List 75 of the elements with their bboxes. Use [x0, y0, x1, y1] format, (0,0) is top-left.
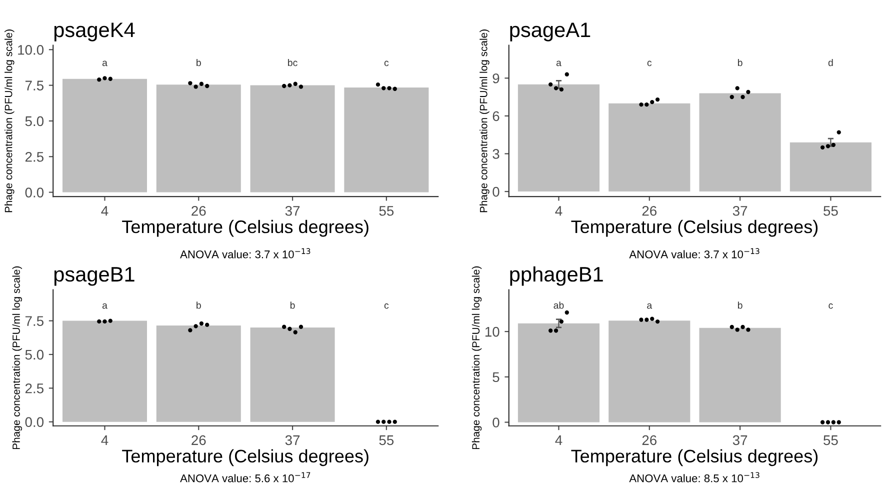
x-tick-label: 55: [824, 206, 838, 216]
y-tick-label: 5.0: [25, 116, 44, 126]
bar: [790, 142, 872, 192]
x-tick-label: 26: [192, 435, 206, 446]
y-tick-label: 2.5: [25, 383, 44, 394]
y-tick-label: 0.0: [25, 188, 44, 198]
y-tick-label: 2.5: [25, 152, 44, 162]
annotation: a: [102, 60, 108, 66]
x-tick-label: 37: [732, 206, 748, 216]
bar: [250, 85, 335, 192]
annotation: c: [384, 60, 389, 66]
y-tick-label: 0.0: [25, 417, 44, 428]
y-tick-label: 5: [492, 372, 500, 382]
x-tick-label: 4: [101, 435, 108, 445]
y-tick-label: 7.5: [25, 80, 44, 90]
annotation: c: [647, 60, 652, 66]
x-tick-label: 37: [285, 206, 300, 216]
annotation: b: [738, 302, 742, 309]
y-axis-title: Phage concentration (PFU/ml log scale): [472, 266, 482, 450]
y-tick-label: 6: [492, 111, 500, 122]
bar: [608, 103, 690, 192]
y-axis-title: Phage concentration (PFU/ml log scale): [4, 30, 14, 212]
text: ANOVA value: 8.5 x 10$^{−13}$: [629, 472, 760, 482]
annotation: b: [196, 302, 201, 309]
chart-title: pphageB1: [510, 266, 603, 286]
y-tick-label: 7.5: [25, 316, 44, 326]
x-tick-label: 55: [379, 435, 394, 446]
annotation: b: [290, 302, 295, 309]
x-tick-label: 26: [642, 435, 657, 446]
chart-title: psageB1: [54, 267, 134, 286]
x-tick-label: 37: [732, 435, 748, 446]
x-tick-label: 55: [824, 435, 838, 446]
x-tick-label: 26: [192, 206, 206, 216]
annotation: b: [196, 58, 201, 66]
text: ANOVA value: 3.7 x 10$^{−13}$: [180, 248, 310, 258]
bar: [699, 328, 781, 422]
annotation: a: [102, 303, 108, 309]
chart-title: psageK4: [54, 22, 135, 42]
y-tick-label: 10: [485, 326, 500, 337]
x-tick-label: 26: [642, 206, 657, 216]
x-tick-label: 55: [379, 206, 394, 216]
x-tick-label: 37: [285, 435, 300, 446]
bar: [518, 84, 600, 192]
text: ANOVA value: 5.6 x 10$^{−17}$: [180, 472, 310, 482]
bar: [344, 87, 429, 192]
x-tick-label: 4: [555, 435, 562, 445]
annotation: d: [828, 58, 833, 66]
annotation: a: [556, 60, 562, 66]
annotation: a: [647, 303, 652, 309]
chart-title: psageA1: [510, 22, 590, 42]
y-tick-label: 5.0: [25, 350, 44, 360]
x-axis-title: Temperature (Celsius degrees): [122, 220, 368, 237]
y-tick-label: 0: [492, 186, 500, 197]
x-axis-title: Temperature (Celsius degrees): [571, 220, 818, 237]
bar: [518, 323, 600, 422]
y-tick-label: 0: [492, 418, 500, 428]
x-tick-label: 4: [101, 206, 108, 216]
annotation: c: [828, 303, 833, 309]
bar: [156, 84, 241, 192]
annotation: ab: [554, 302, 564, 309]
y-axis-title: Phage concentration (PFU/ml log scale): [12, 266, 22, 450]
x-axis-title: Temperature (Celsius degrees): [122, 449, 368, 466]
bar: [62, 78, 147, 192]
text: ANOVA value: 3.7 x 10$^{−13}$: [629, 248, 760, 258]
annotation: c: [384, 303, 389, 309]
y-tick-label: 9: [492, 73, 500, 84]
x-axis-title: Temperature (Celsius degrees): [571, 449, 818, 466]
bar: [608, 320, 690, 422]
annotation: b: [738, 58, 742, 66]
y-axis-title: Phage concentration (PFU/ml log scale): [480, 30, 490, 212]
annotation: bc: [288, 58, 298, 66]
bar: [699, 93, 781, 192]
y-tick-label: 3: [492, 149, 500, 159]
y-tick-label: 10.0: [18, 44, 44, 55]
x-tick-label: 4: [555, 206, 562, 216]
